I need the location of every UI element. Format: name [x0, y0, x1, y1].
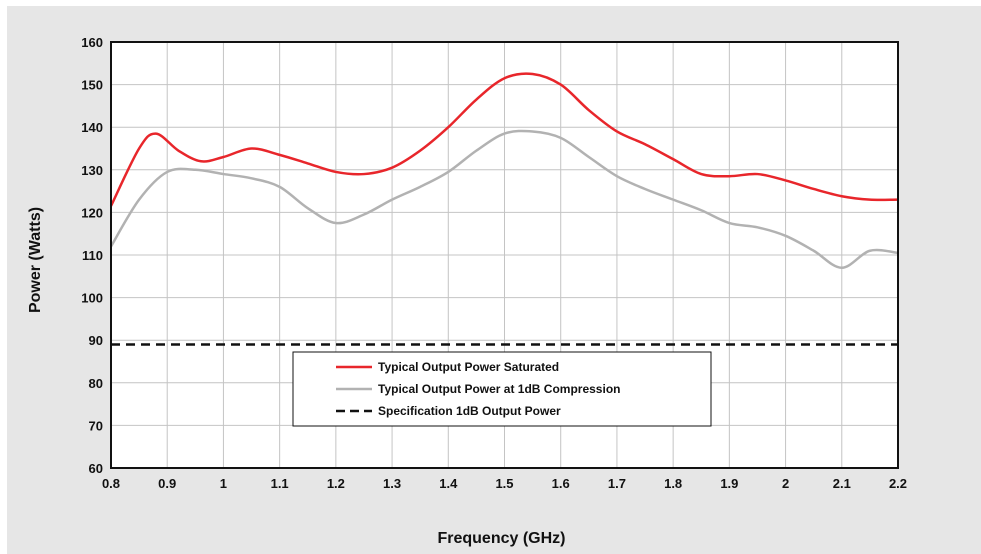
x-tick-label: 1.8: [664, 476, 682, 491]
x-tick-label: 0.8: [102, 476, 120, 491]
x-tick-label: 0.9: [158, 476, 176, 491]
y-tick-label: 70: [89, 418, 103, 433]
y-tick-label: 60: [89, 461, 103, 476]
x-tick-label: 1.5: [495, 476, 513, 491]
y-tick-label: 150: [81, 78, 103, 93]
x-tick-label: 1.3: [383, 476, 401, 491]
x-tick-label: 1.4: [439, 476, 458, 491]
y-tick-label: 120: [81, 205, 103, 220]
legend-label-3: Specification 1dB Output Power: [378, 404, 561, 418]
chart-frame: 0.8 0.9 1 1.1 1.2 1.3 1.4 1.5 1.6 1.7 1.8 1.9 2 2.1 2.…: [7, 6, 981, 554]
y-tick-label: 140: [81, 120, 103, 135]
x-tick-label: 2.1: [833, 476, 851, 491]
y-tick-label: 100: [81, 291, 103, 306]
y-tick-label: 90: [89, 333, 103, 348]
y-tick-label: 80: [89, 376, 103, 391]
x-tick-label: 1.7: [608, 476, 626, 491]
plot-border: [110, 41, 899, 469]
legend-label-2: Typical Output Power at 1dB Compression: [378, 382, 620, 396]
x-tick-label: 1: [220, 476, 227, 491]
x-tick-labels: 0.8 0.9 1 1.1 1.2 1.3 1.4 1.5 1.6 1.7 1.8 1.9 2 2.1 2.…: [102, 476, 907, 491]
x-tick-label: 1.1: [271, 476, 289, 491]
legend-label-1: Typical Output Power Saturated: [378, 360, 559, 374]
y-axis-title: Power (Watts): [27, 207, 44, 313]
x-tick-label: 2.2: [889, 476, 907, 491]
y-tick-label: 110: [82, 248, 103, 263]
y-tick-label: 160: [81, 35, 103, 50]
series-line-1: [109, 72, 899, 207]
x-axis-title: Frequency (GHz): [437, 530, 565, 547]
legend: Typical Output Power Saturated Typical Ou…: [292, 351, 712, 427]
series-group: [109, 72, 899, 346]
series-line-2: [109, 129, 899, 270]
x-tick-label: 1.9: [720, 476, 738, 491]
x-tick-label: 2: [782, 476, 789, 491]
line-chart: 0.8 0.9 1 1.1 1.2 1.3 1.4 1.5 1.6 1.7 1.8 1.9 2 2.1 2.…: [27, 35, 907, 547]
x-tick-label: 1.2: [327, 476, 345, 491]
y-tick-labels: 60 70 80 90 100 110 120 130 140 150 160: [81, 35, 103, 476]
x-tick-label: 1.6: [552, 476, 570, 491]
y-tick-label: 130: [81, 163, 103, 178]
